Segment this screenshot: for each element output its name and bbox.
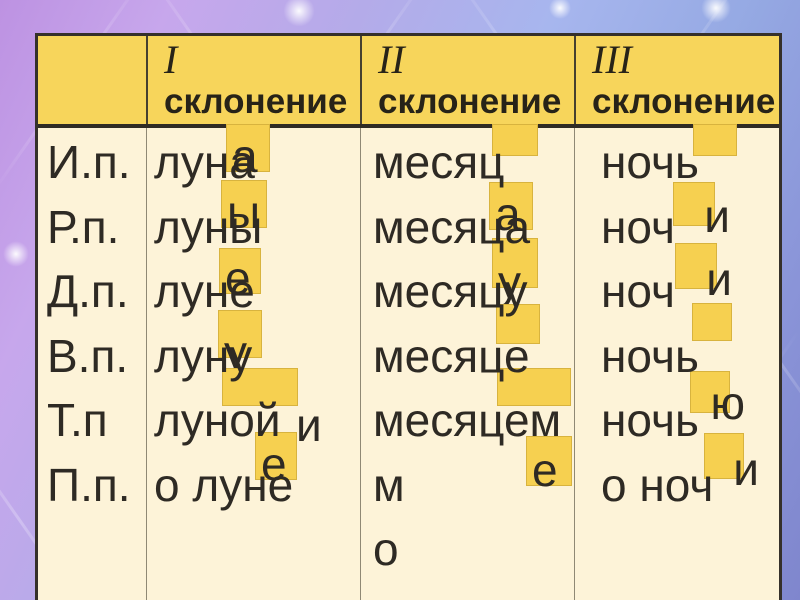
word-cell: луну — [154, 329, 253, 382]
tile-letter: е — [225, 252, 251, 304]
header-numeral: II — [378, 37, 405, 82]
letter-tile[interactable]: и — [675, 243, 732, 302]
word-cell: месяца — [373, 200, 531, 253]
letter-tile[interactable]: а — [226, 124, 270, 179]
declension-3-column: ночь ноч ноч ночь ночь о ноч — [574, 128, 779, 600]
letter-tile-empty[interactable] — [692, 303, 732, 341]
case-labels-column: И.п. Р.п. Д.п. В.п. Т.п П.п. — [38, 128, 146, 600]
declension-1-column: луна луны луне луну луной о луне — [146, 128, 360, 600]
letter-tile[interactable]: у — [492, 238, 538, 305]
letter-tile[interactable]: у — [218, 310, 262, 375]
header-cell-declension-2: II склонение — [360, 36, 574, 124]
word-cell: луны — [154, 200, 263, 253]
table-header-row: I склонение II склонение III склонение — [38, 36, 779, 128]
case-label: Т.п — [47, 394, 108, 446]
letter-tile-empty[interactable] — [496, 304, 540, 344]
header-cell-declension-3: III склонение — [574, 36, 779, 124]
tile-letter: а — [495, 188, 521, 240]
sparkle — [2, 240, 30, 268]
word-cell: о — [373, 523, 399, 575]
word-cell: луна — [154, 136, 255, 188]
word-cell: месяцу — [373, 265, 528, 317]
word-cell: ноч — [601, 200, 675, 253]
letter-tile[interactable]: а — [489, 182, 533, 237]
tile-letter: и — [706, 253, 732, 305]
stray-letter: и — [296, 399, 322, 451]
word-cell: месяц — [373, 136, 505, 188]
table-body: И.п. Р.п. Д.п. В.п. Т.п П.п. луна луны луне луну… — [38, 128, 779, 600]
sparkle — [548, 0, 572, 20]
word-cell: ночь — [601, 329, 699, 382]
tile-letter: у — [224, 326, 247, 378]
word-cell: месяце — [373, 329, 530, 382]
tile-letter: и — [704, 190, 730, 242]
word-cell: ноч — [601, 265, 675, 317]
letter-tile[interactable]: и — [673, 182, 730, 239]
word-cell: о луне — [154, 458, 294, 511]
letter-tile[interactable]: е — [219, 248, 261, 301]
case-label: П.п. — [47, 458, 131, 511]
letter-tile[interactable]: е — [526, 436, 572, 493]
header-label: склонение — [164, 82, 348, 121]
declension-2-column: месяц месяца месяцу месяце месяцем мо месяце — [360, 128, 574, 600]
header-label: склонение — [378, 82, 562, 121]
header-cell-declension-1: I склонение — [146, 36, 360, 124]
header-cell-empty — [38, 36, 146, 124]
case-label: И.п. — [47, 136, 131, 188]
tile-letter: е — [261, 438, 287, 490]
letter-tile-empty[interactable] — [222, 368, 298, 406]
letter-tile[interactable]: е — [255, 432, 297, 487]
word-cell: месяцем — [373, 394, 562, 446]
tile-letter: у — [498, 256, 521, 308]
letter-tile[interactable]: ю — [690, 371, 745, 426]
case-label: Д.п. — [47, 265, 129, 317]
tile-letter: и — [733, 443, 759, 495]
header-numeral: I — [164, 37, 178, 82]
sparkle — [700, 0, 732, 24]
header-numeral: III — [592, 37, 632, 82]
word-cell: луне — [154, 265, 255, 317]
sparkle — [282, 0, 316, 28]
word-cell: м — [373, 458, 405, 511]
letter-tile-empty[interactable] — [497, 368, 571, 406]
word-cell: месяце — [373, 585, 574, 600]
letter-tile[interactable]: ы — [221, 180, 267, 235]
word-cell: луной — [154, 394, 281, 446]
tile-letter: е — [532, 444, 558, 496]
case-label: Р.п. — [47, 200, 120, 253]
tile-letter: ы — [227, 186, 261, 238]
case-label: В.п. — [47, 329, 129, 382]
letter-tile-empty[interactable] — [693, 124, 737, 156]
tile-letter: а — [232, 130, 258, 182]
tile-letter: ю — [710, 377, 746, 429]
header-label: склонение — [592, 82, 776, 121]
letter-tile-empty[interactable] — [492, 124, 538, 156]
declension-table: I склонение II склонение III склонение а… — [35, 33, 782, 600]
word-cell: ночь — [601, 394, 699, 446]
word-cell: ночь — [601, 136, 699, 188]
letter-tile[interactable]: и — [704, 433, 759, 492]
word-cell: о ноч — [601, 458, 714, 511]
